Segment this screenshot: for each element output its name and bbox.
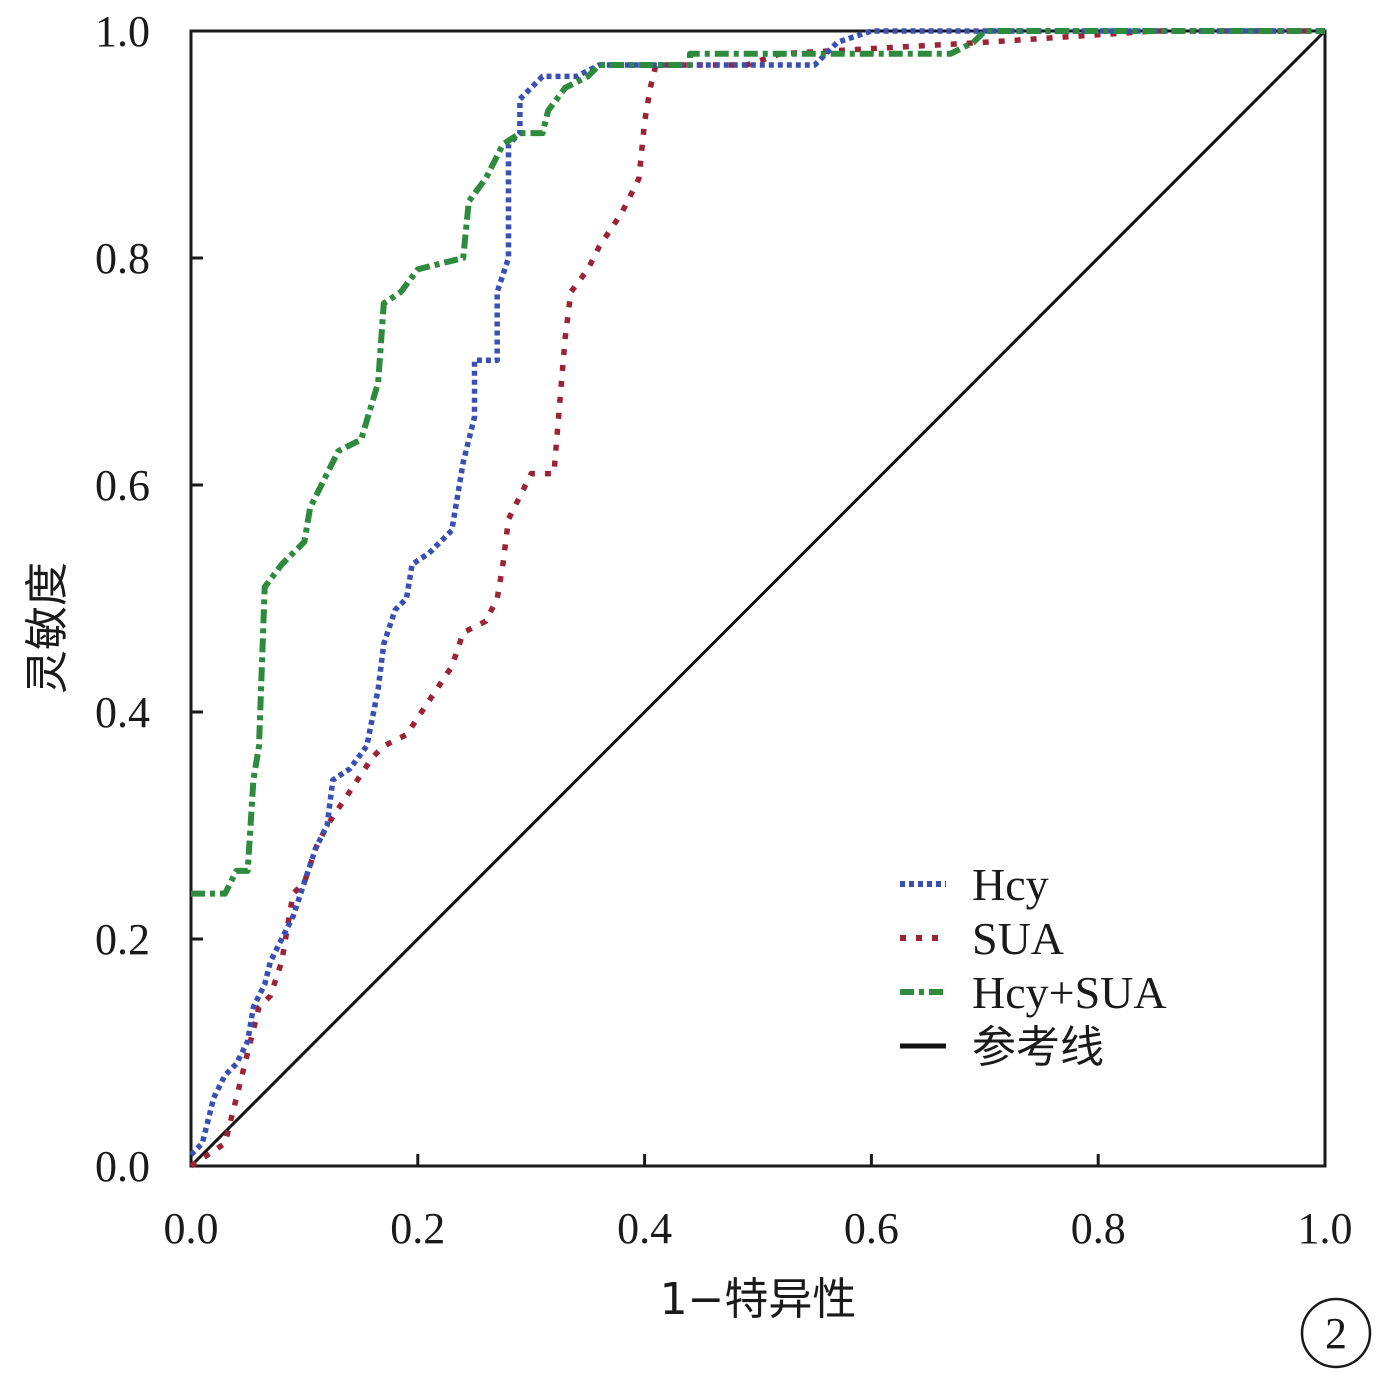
axis-ticks: 0.0 0.2 0.4 0.6 0.8 1.0 0.0 0.2 0.4 0.6 0.8 1.0 bbox=[95, 7, 1353, 1253]
y-tick-label: 1.0 bbox=[95, 7, 150, 56]
y-tick-label: 0.0 bbox=[95, 1142, 150, 1191]
series-lines bbox=[189, 28, 1327, 1169]
x-tick-label: 0.6 bbox=[844, 1204, 899, 1253]
y-tick-label: 0.4 bbox=[95, 688, 150, 737]
panel-label: 2 bbox=[1325, 1309, 1347, 1358]
x-tick-label: 1.0 bbox=[1298, 1204, 1353, 1253]
legend-label: Hcy+SUA bbox=[972, 967, 1167, 1018]
y-axis-title: 灵敏度 bbox=[22, 562, 73, 694]
legend-label: SUA bbox=[972, 913, 1064, 964]
x-tick-label: 0.4 bbox=[617, 1204, 672, 1253]
legend-label: 参考线 bbox=[972, 1022, 1104, 1073]
series-line-2 bbox=[191, 28, 1325, 897]
series-line-1 bbox=[189, 28, 1325, 1169]
y-tick-label: 0.2 bbox=[95, 915, 150, 964]
x-tick-label: 0.0 bbox=[164, 1204, 219, 1253]
x-axis-title: 1−特异性 bbox=[660, 1274, 857, 1325]
legend-label: Hcy bbox=[972, 859, 1049, 910]
y-tick-label: 0.8 bbox=[95, 234, 150, 283]
x-tick-label: 0.8 bbox=[1071, 1204, 1126, 1253]
x-tick-label: 0.2 bbox=[390, 1204, 445, 1253]
plot-frame bbox=[189, 29, 1327, 1168]
series-line-0 bbox=[189, 28, 1325, 1157]
y-tick-label: 0.6 bbox=[95, 461, 150, 510]
panel-label-circle bbox=[1300, 1297, 1372, 1369]
series-line-3 bbox=[189, 29, 1327, 1168]
